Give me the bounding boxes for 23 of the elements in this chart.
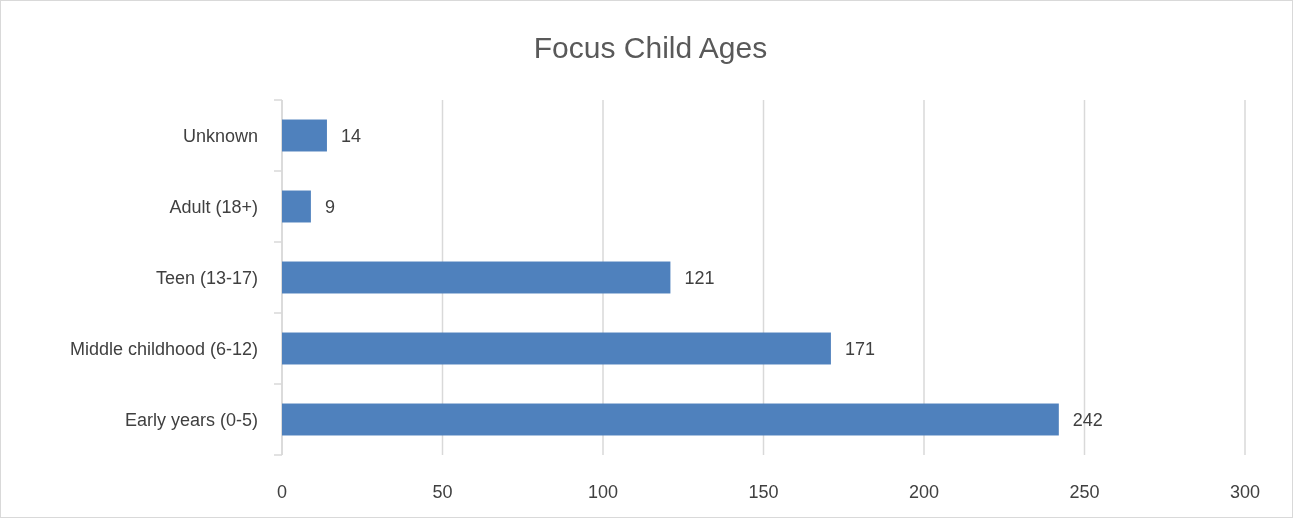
y-tick-label: Teen (13-17) <box>155 267 258 288</box>
chart-title: Focus Child Ages <box>533 30 768 64</box>
bar <box>282 190 311 223</box>
x-tick-label: 250 <box>1069 482 1100 503</box>
data-label: 171 <box>844 338 875 359</box>
bar <box>282 403 1059 436</box>
y-tick-label: Middle childhood (6-12) <box>69 338 258 359</box>
x-tick-label: 150 <box>748 482 779 503</box>
data-label: 14 <box>340 125 361 146</box>
x-tick-label: 50 <box>432 482 453 503</box>
bar <box>282 332 831 365</box>
data-label: 9 <box>324 196 335 217</box>
y-tick-label: Unknown <box>182 125 258 146</box>
bar <box>282 119 327 152</box>
bar <box>282 261 671 294</box>
x-tick-label: 0 <box>276 482 288 503</box>
x-tick-label: 100 <box>587 482 619 503</box>
data-label: 242 <box>1072 409 1103 430</box>
y-tick-label: Adult (18+) <box>169 196 258 217</box>
data-label: 121 <box>684 267 715 288</box>
x-tick-label: 300 <box>1229 482 1261 503</box>
y-tick-label: Early years (0-5) <box>124 409 258 430</box>
x-tick-label: 200 <box>908 482 940 503</box>
